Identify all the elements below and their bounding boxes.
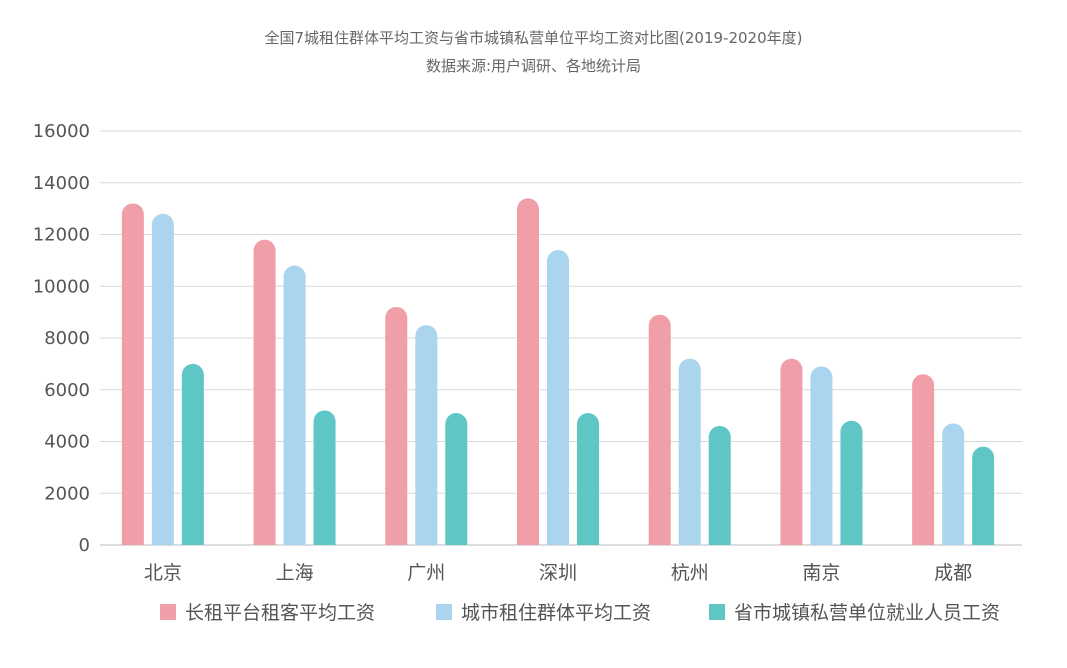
x-tick-label: 北京 [144, 562, 182, 584]
legend-item-series-2[interactable]: 省市城镇私营单位就业人员工资 [709, 598, 1000, 625]
bar-2-0 [181, 363, 204, 545]
y-tick-label: 0 [79, 535, 90, 556]
x-tick-label: 上海 [276, 562, 314, 584]
bar-0-2 [385, 306, 408, 545]
x-tick-label: 成都 [934, 562, 972, 584]
y-tick-label: 8000 [44, 328, 90, 349]
y-tick-label: 10000 [33, 276, 90, 297]
bar-2-1 [313, 410, 336, 545]
x-tick-label: 南京 [802, 562, 840, 584]
bar-0-0 [121, 203, 144, 545]
bar-1-4 [678, 358, 701, 545]
bar-2-6 [972, 446, 995, 545]
bar-1-6 [942, 423, 965, 545]
legend-item-series-1[interactable]: 城市租住群体平均工资 [436, 598, 651, 625]
bar-0-6 [912, 374, 935, 545]
y-tick-label: 4000 [44, 432, 90, 453]
bar-2-2 [445, 413, 468, 545]
y-tick-label: 16000 [33, 121, 90, 142]
x-tick-label: 深圳 [539, 562, 577, 584]
bar-1-2 [415, 325, 438, 545]
legend-swatch-series-2 [709, 603, 725, 620]
y-tick-label: 12000 [33, 225, 90, 246]
legend-swatch-series-0 [160, 603, 176, 620]
bar-1-0 [151, 213, 174, 545]
y-tick-label: 6000 [44, 380, 90, 401]
bar-0-3 [517, 198, 539, 545]
bar-1-3 [547, 250, 569, 545]
x-tick-label: 杭州 [671, 562, 709, 584]
bar-2-4 [708, 425, 731, 545]
chart-legend: 长租平台租客平均工资 城市租住群体平均工资 省市城镇私营单位就业人员工资 [0, 598, 1067, 632]
chart-title-block: 全国7城租住群体平均工资与省市城镇私营单位平均工资对比图(2019-2020年度… [0, 26, 1067, 78]
legend-label-series-1: 城市租住群体平均工资 [461, 602, 652, 624]
y-tick-label: 14000 [33, 173, 90, 194]
bar-1-1 [283, 265, 306, 545]
bar-0-5 [780, 358, 803, 545]
bar-0-1 [253, 239, 276, 545]
legend-label-series-0: 长租平台租客平均工资 [185, 602, 376, 624]
bar-0-4 [648, 314, 671, 545]
legend-label-series-2: 省市城镇私营单位就业人员工资 [734, 602, 1001, 624]
bar-1-5 [810, 366, 833, 545]
bar-2-3 [577, 413, 599, 545]
legend-item-series-0[interactable]: 长租平台租客平均工资 [160, 598, 375, 625]
chart-subtitle: 数据来源:用户调研、各地统计局 [425, 57, 642, 75]
chart-title: 全国7城租住群体平均工资与省市城镇私营单位平均工资对比图(2019-2020年度… [264, 29, 803, 47]
bar-2-5 [840, 420, 863, 545]
legend-swatch-series-1 [436, 603, 452, 620]
x-tick-label: 广州 [407, 562, 445, 584]
y-tick-label: 2000 [44, 483, 90, 504]
